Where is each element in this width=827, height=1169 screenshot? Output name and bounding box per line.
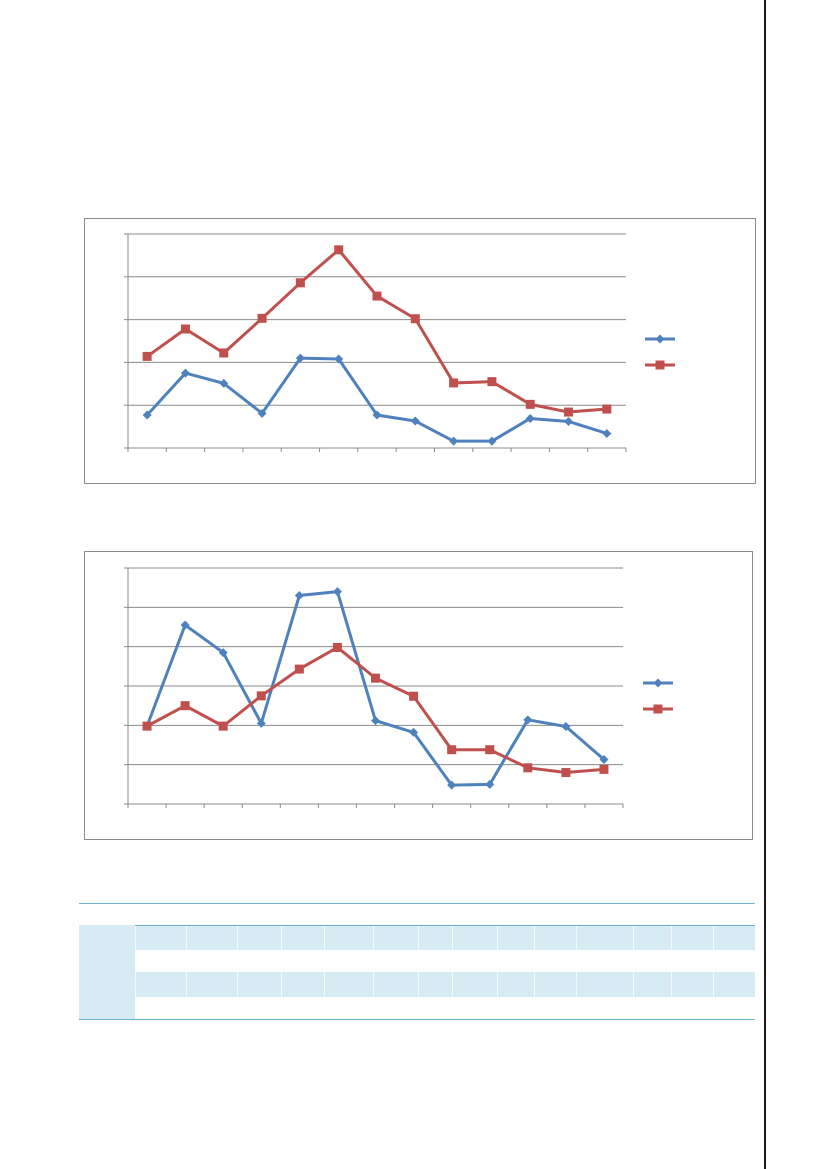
series-1-point	[602, 428, 612, 438]
series-1-point	[295, 353, 305, 363]
legend-series-2-marker	[653, 704, 663, 714]
series-1-point	[371, 716, 380, 726]
series-1-point	[447, 780, 457, 790]
table-header-rule	[79, 925, 755, 926]
table-column-divider	[671, 926, 672, 1019]
table-column-divider	[324, 926, 325, 1019]
series-2-point	[523, 763, 533, 773]
chart-2	[84, 551, 753, 840]
chart-1-plot	[124, 233, 675, 452]
table-column-divider	[237, 926, 238, 1019]
table-column-divider	[497, 926, 498, 1019]
series-2-point	[256, 691, 266, 701]
series-2-point	[219, 348, 229, 358]
table-column-divider	[281, 926, 282, 1019]
chart-1	[84, 218, 756, 484]
series-1-point	[142, 410, 152, 420]
data-table	[79, 903, 755, 1020]
table-bottom-rule	[79, 1018, 755, 1020]
series-1-point	[219, 378, 229, 388]
legend-series-2-marker	[655, 360, 665, 370]
table-column-divider	[713, 926, 714, 1019]
table-column-divider	[633, 926, 634, 1019]
series-1-line	[146, 356, 608, 443]
table-stub-column	[79, 925, 135, 1020]
series-2-point	[180, 701, 190, 711]
series-2-point	[525, 399, 535, 409]
series-1-point	[525, 413, 535, 423]
series-2-point	[410, 314, 420, 324]
table-top-rule	[79, 903, 755, 904]
table-column-divider	[373, 926, 374, 1019]
series-2-point	[294, 664, 304, 674]
series-1-point	[180, 368, 190, 378]
table-row	[79, 972, 755, 997]
series-1-point	[256, 718, 266, 728]
series-2-point	[372, 291, 382, 301]
page-margin-rule	[764, 0, 766, 1169]
series-2-point	[218, 721, 228, 731]
series-2-point	[371, 673, 380, 683]
series-1-point	[257, 408, 267, 418]
series-1-point	[409, 727, 419, 737]
series-2-point	[334, 245, 344, 255]
series-2-point	[447, 745, 457, 755]
table-column-divider	[135, 926, 136, 1019]
series-1-point	[218, 648, 228, 658]
series-2-point	[180, 324, 190, 334]
series-2-point	[142, 351, 152, 361]
series-1-point	[180, 620, 190, 630]
table-column-divider	[576, 926, 577, 1019]
series-2-line	[146, 248, 607, 414]
table-row	[79, 926, 755, 950]
legend-series-1-marker	[653, 678, 663, 688]
series-2-point	[449, 378, 459, 388]
series-2-point	[295, 278, 305, 288]
series-1-point	[561, 722, 571, 732]
series-2-point	[602, 404, 612, 414]
series-2-point	[564, 407, 574, 417]
chart-2-plot	[124, 567, 673, 808]
table-row	[79, 950, 755, 972]
series-1-point	[485, 779, 495, 789]
series-1-point	[487, 436, 497, 446]
series-2-point	[142, 721, 152, 731]
table-column-divider	[534, 926, 535, 1019]
series-1-point	[564, 416, 574, 426]
series-2-point	[561, 768, 571, 778]
series-1-line	[145, 590, 605, 787]
series-1-point	[410, 416, 420, 426]
series-1-point	[523, 715, 533, 725]
table-column-divider	[186, 926, 187, 1019]
series-1-point	[449, 436, 459, 446]
series-2-line	[146, 645, 605, 775]
legend-series-1-marker	[655, 334, 665, 344]
series-1-point	[372, 410, 382, 420]
table-column-divider	[452, 926, 453, 1019]
series-1-point	[332, 587, 342, 597]
series-2-point	[485, 745, 495, 755]
series-1-point	[599, 755, 609, 765]
series-1-point	[334, 354, 344, 364]
series-2-point	[257, 313, 267, 323]
table-column-divider	[418, 926, 419, 1019]
series-2-point	[332, 642, 342, 652]
series-2-point	[599, 764, 609, 774]
series-1-point	[294, 591, 304, 601]
series-2-point	[409, 691, 419, 701]
table-row	[79, 997, 755, 1019]
series-2-point	[487, 377, 497, 387]
